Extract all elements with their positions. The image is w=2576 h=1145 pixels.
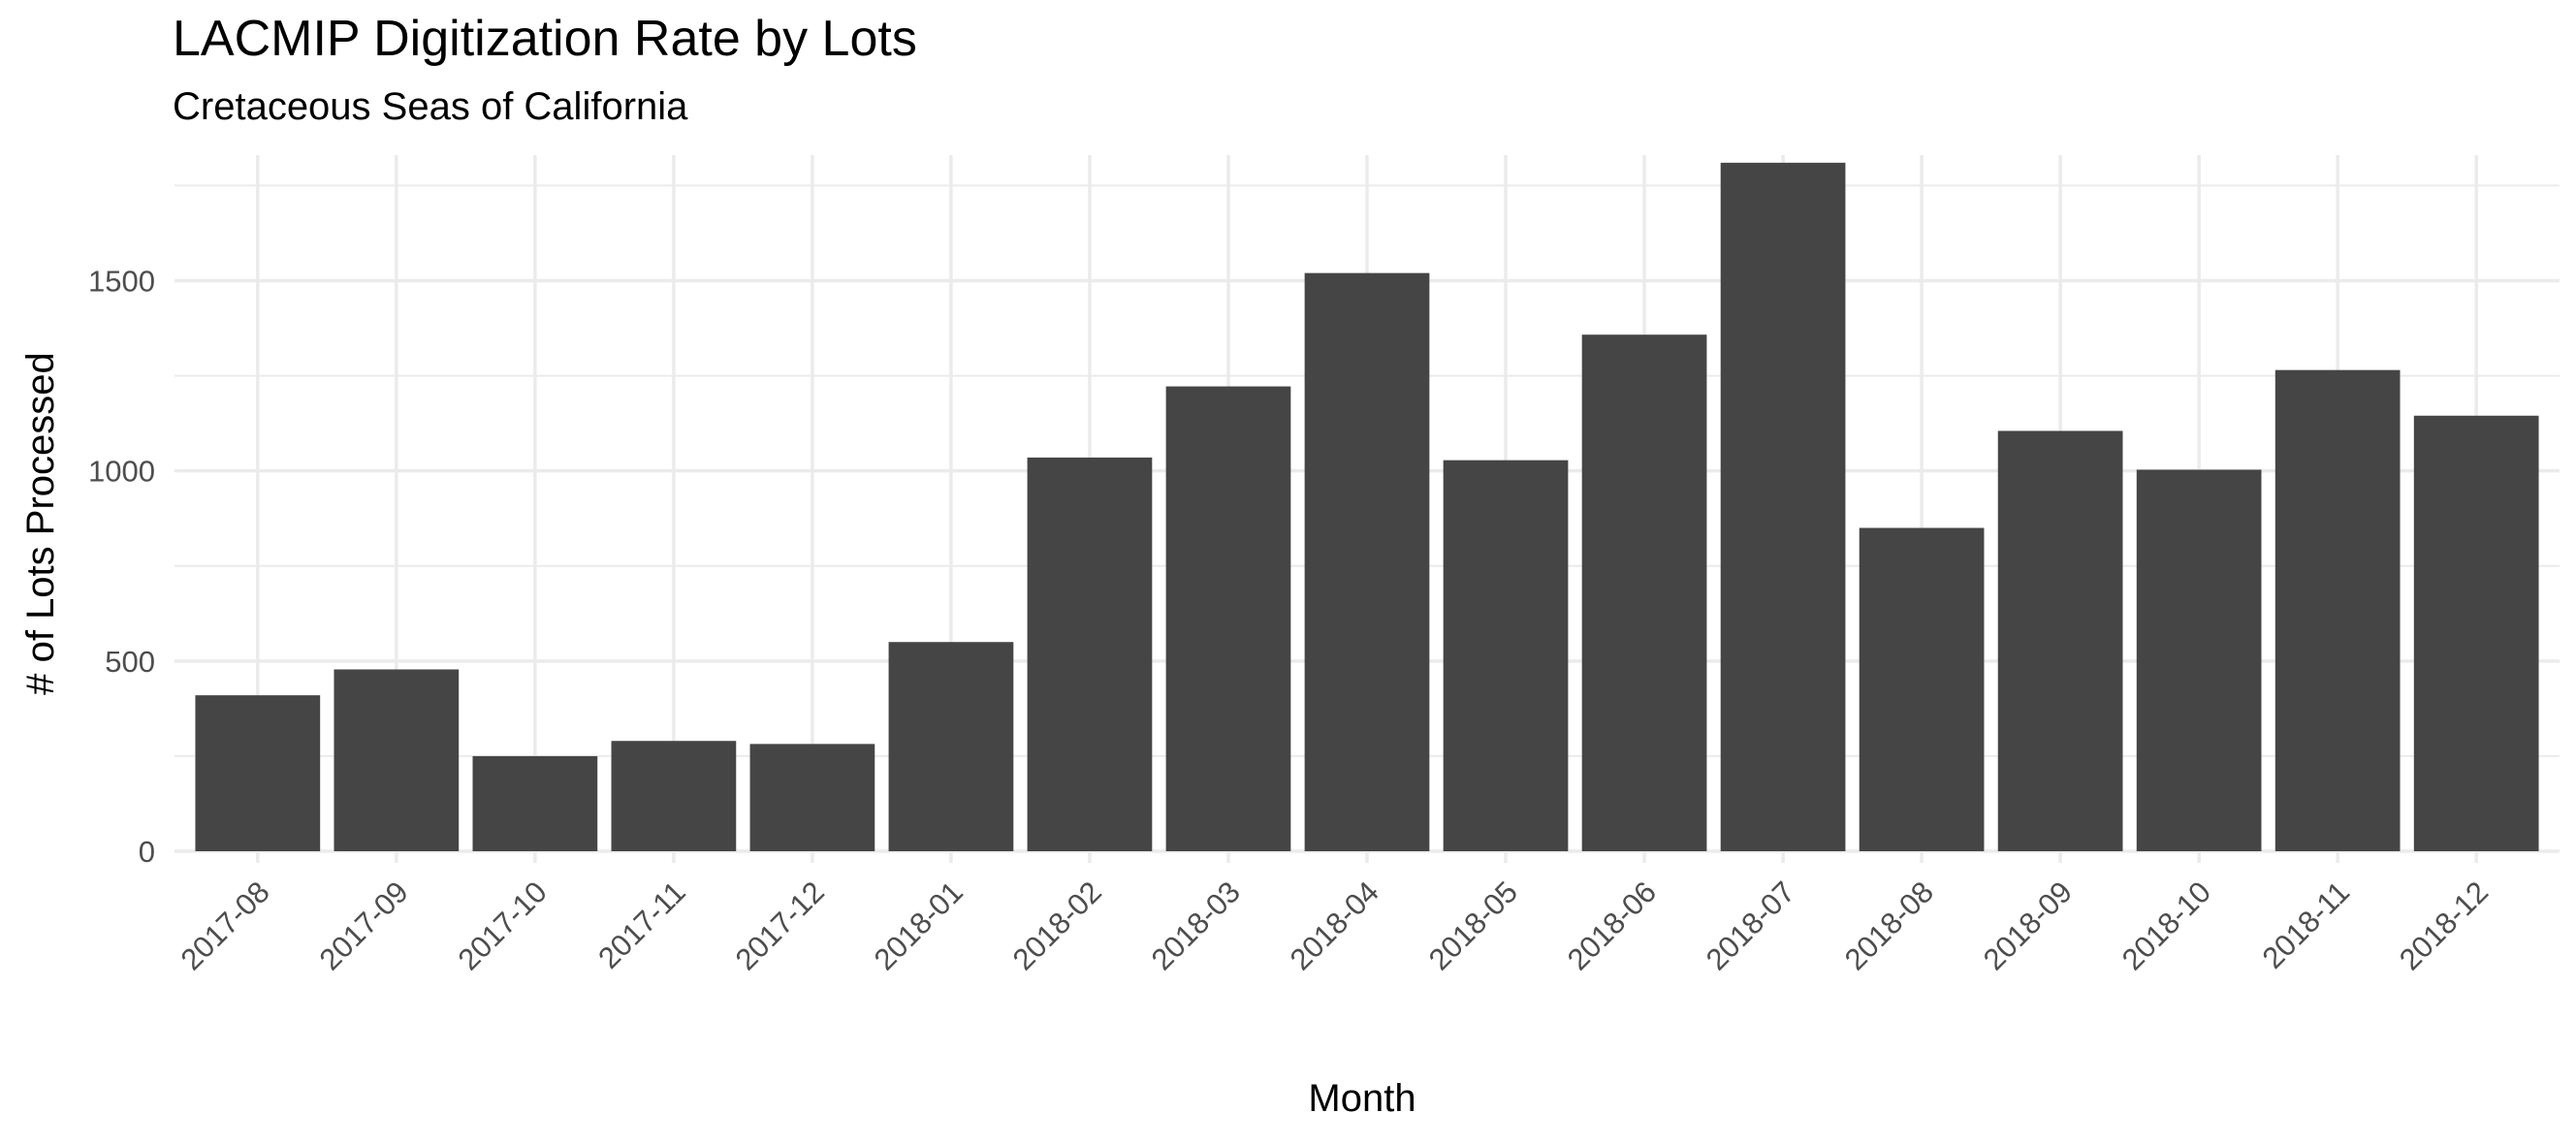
y-tick-label: 500 bbox=[105, 645, 155, 679]
x-tick-label: 2017-08 bbox=[175, 875, 276, 976]
x-tick-label: 2017-09 bbox=[313, 875, 415, 976]
x-axis-title: Month bbox=[1308, 1077, 1415, 1120]
bar-2017-09 bbox=[334, 669, 460, 851]
x-tick-label: 2018-04 bbox=[1284, 875, 1385, 976]
bar-2018-12 bbox=[2413, 415, 2539, 851]
bar-2017-12 bbox=[749, 744, 875, 851]
bar-2018-10 bbox=[2136, 469, 2262, 851]
y-axis-title: # of Lots Processed bbox=[19, 352, 62, 695]
x-tick-label: 2018-05 bbox=[1422, 875, 1524, 976]
bar-2018-06 bbox=[1581, 334, 1707, 851]
x-tick-label: 2018-02 bbox=[1006, 875, 1108, 976]
chart-subtitle: Cretaceous Seas of California bbox=[173, 85, 688, 128]
x-tick-label: 2018-03 bbox=[1145, 875, 1247, 976]
bar-2018-03 bbox=[1165, 386, 1291, 851]
bar-2018-08 bbox=[1859, 527, 1985, 851]
bar-2018-05 bbox=[1443, 460, 1569, 851]
bar-2018-01 bbox=[888, 642, 1014, 851]
x-tick-label: 2018-09 bbox=[1977, 875, 2079, 976]
bar-2018-04 bbox=[1304, 272, 1430, 851]
bar-2018-07 bbox=[1720, 162, 1846, 852]
bar-2018-11 bbox=[2274, 369, 2401, 851]
x-axis-ticks: 2017-08 2017-09 2017-10 2017-11 2017-12 2018-… bbox=[175, 875, 2496, 976]
x-tick-label: 2018-11 bbox=[2256, 875, 2357, 975]
x-tick-label: 2017-10 bbox=[452, 875, 554, 976]
y-tick-label: 0 bbox=[139, 835, 155, 869]
x-tick-label: 2017-12 bbox=[729, 875, 831, 976]
x-tick-label: 2018-12 bbox=[2393, 875, 2495, 976]
x-tick-label: 2018-07 bbox=[1700, 875, 1801, 976]
bar-2017-08 bbox=[195, 695, 321, 851]
bar-2018-09 bbox=[1997, 430, 2123, 851]
x-tick-label: 2018-01 bbox=[868, 875, 970, 976]
bars bbox=[195, 162, 2539, 852]
bar-2017-11 bbox=[611, 741, 737, 851]
y-tick-label: 1000 bbox=[88, 455, 155, 489]
x-tick-label: 2018-06 bbox=[1561, 875, 1663, 976]
chart-title: LACMIP Digitization Rate by Lots bbox=[173, 11, 917, 67]
y-tick-label: 1500 bbox=[88, 264, 155, 298]
bar-2018-02 bbox=[1027, 457, 1153, 851]
x-tick-label: 2018-10 bbox=[2115, 875, 2217, 976]
x-tick-label: 2017-11 bbox=[591, 875, 692, 975]
bar-2017-10 bbox=[472, 755, 598, 851]
y-axis-ticks: 0 500 1000 1500 bbox=[88, 264, 155, 869]
x-tick-label: 2018-08 bbox=[1838, 875, 1940, 976]
